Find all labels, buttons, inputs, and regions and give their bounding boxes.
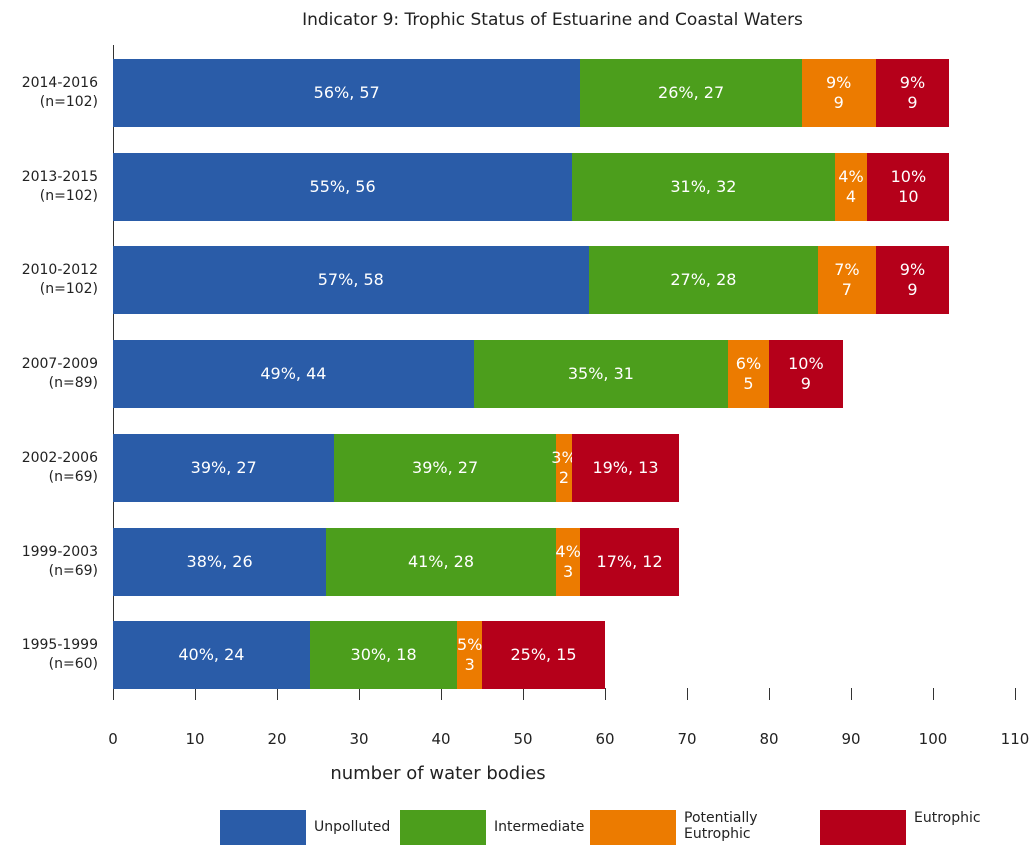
legend-label: Intermediate: [494, 819, 585, 835]
y-tick-label: 1999-2003 (n=69): [21, 543, 98, 579]
bar-segment: [113, 527, 327, 596]
legend-label: Potentially Eutrophic: [684, 810, 758, 842]
value-label: 10% 10: [890, 166, 927, 206]
bar-segment: [555, 527, 581, 596]
bar-segment: [572, 433, 679, 502]
bar-segment: [801, 59, 876, 127]
bar-segment: [875, 246, 950, 315]
value-label: 49%, 44: [260, 364, 327, 384]
x-tick-label: 70: [677, 730, 697, 748]
x-tick: [686, 688, 688, 700]
x-tick: [932, 688, 934, 700]
bar-segment: [113, 340, 474, 409]
bar-segment: [334, 433, 556, 502]
x-tick: [604, 688, 606, 700]
bar-segment: [769, 340, 843, 409]
y-tick-label: 2010-2012 (n=102): [21, 262, 98, 298]
value-label: 9% 9: [899, 260, 926, 300]
bar-segment: [309, 621, 458, 690]
bar-segment: [482, 621, 605, 690]
x-tick-label: 40: [431, 730, 451, 748]
legend-label: Unpolluted: [314, 819, 391, 835]
x-tick: [276, 688, 278, 700]
value-label: 57%, 58: [317, 270, 384, 290]
value-label: 40%, 24: [178, 645, 245, 665]
x-tick: [194, 688, 196, 700]
legend-swatch: [590, 810, 676, 845]
x-tick-label: 60: [595, 730, 615, 748]
chart-title: Indicator 9: Trophic Status of Estuarine…: [302, 10, 803, 30]
x-tick: [850, 688, 852, 700]
bar-segment: [834, 152, 868, 221]
bar-segment: [326, 527, 556, 596]
x-tick-label: 50: [513, 730, 533, 748]
value-label: 39%, 27: [412, 457, 479, 477]
value-label: 4% 3: [555, 541, 581, 581]
bar-segment: [867, 152, 950, 221]
bar-segment: [580, 59, 802, 127]
value-label: 41%, 28: [407, 551, 475, 571]
value-label: 5% 3: [457, 635, 483, 675]
value-label: 7% 7: [834, 260, 860, 300]
value-label: 35%, 31: [567, 364, 634, 384]
x-tick-label: 20: [267, 730, 287, 748]
value-label: 31%, 32: [670, 176, 737, 196]
bar-segment: [728, 340, 769, 409]
value-label: 17%, 12: [596, 551, 663, 571]
x-tick: [1014, 688, 1016, 700]
value-label: 4% 4: [838, 166, 864, 206]
value-label: 25%, 15: [510, 645, 577, 665]
legend-swatch: [220, 810, 306, 845]
bar-segment: [113, 621, 310, 690]
value-label: 6% 5: [735, 354, 762, 394]
x-tick: [440, 688, 442, 700]
x-tick: [768, 688, 770, 700]
value-label: 39%, 27: [190, 457, 257, 477]
y-tick-label: 1995-1999 (n=60): [21, 637, 98, 673]
value-label: 9% 9: [899, 73, 926, 112]
x-tick-label: 10: [185, 730, 205, 748]
bar-segment: [580, 527, 679, 596]
value-label: 38%, 26: [186, 551, 253, 571]
x-tick-label: 0: [108, 730, 118, 748]
x-tick-label: 30: [349, 730, 369, 748]
y-tick-label: 2007-2009 (n=89): [21, 356, 98, 392]
legend-swatch: [400, 810, 486, 845]
value-label: 9% 9: [826, 73, 852, 112]
x-tick-label: 100: [918, 730, 948, 748]
value-label: 55%, 56: [309, 176, 376, 196]
bar-segment: [555, 433, 573, 502]
bar-segment: [818, 246, 876, 315]
bar-segment: [473, 340, 728, 409]
value-label: 56%, 57: [313, 83, 380, 102]
value-label: 10% 9: [788, 354, 824, 394]
value-label: 27%, 28: [670, 270, 737, 290]
value-label: 3% 2: [551, 447, 577, 487]
x-tick-label: 80: [759, 730, 779, 748]
bar-segment: [113, 59, 581, 127]
y-tick-label: 2014-2016 (n=102): [21, 75, 98, 110]
bar-segment: [113, 152, 573, 221]
x-tick: [358, 688, 360, 700]
x-tick: [112, 688, 114, 700]
value-label: 26%, 27: [658, 83, 725, 102]
y-tick-label: 2013-2015 (n=102): [21, 168, 98, 204]
bar-segment: [875, 59, 950, 127]
value-label: 19%, 13: [592, 457, 659, 477]
bar-segment: [572, 152, 835, 221]
x-tick: [522, 688, 524, 700]
y-tick-label: 2002-2006 (n=69): [21, 449, 98, 485]
x-axis-label: number of water bodies: [330, 763, 546, 784]
legend-swatch: [820, 810, 906, 845]
bar-segment: [588, 246, 819, 315]
x-tick-label: 110: [1000, 730, 1030, 748]
bar-segment: [113, 433, 335, 502]
bar-segment: [113, 246, 589, 315]
x-tick-label: 90: [841, 730, 861, 748]
bar-segment: [457, 621, 482, 690]
value-label: 30%, 18: [350, 645, 417, 665]
legend-label: Eutrophic: [914, 810, 981, 826]
